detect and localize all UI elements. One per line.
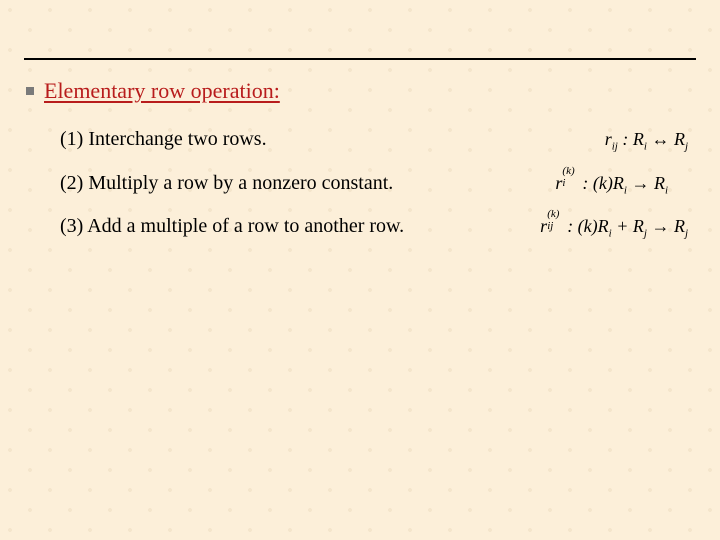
slide-content: Elementary row operation: (1) Interchang… (24, 78, 696, 258)
heading-row: Elementary row operation: (26, 78, 696, 104)
item-list: (1) Interchange two rows. rij : Ri ↔ Rj … (60, 128, 696, 240)
list-item: (3) Add a multiple of a row to another r… (60, 214, 696, 240)
item-text: (3) Add a multiple of a row to another r… (60, 215, 404, 238)
list-item: (1) Interchange two rows. rij : Ri ↔ Rj (60, 128, 696, 153)
item-text: (1) Interchange two rows. (60, 128, 267, 151)
item-formula: r(k)i: (k)Ri → Ri (555, 171, 696, 197)
item-formula: r(k)ij: (k)Ri + Rj → Rj (540, 214, 696, 240)
horizontal-rule (24, 58, 696, 60)
item-text: (2) Multiply a row by a nonzero constant… (60, 172, 393, 195)
item-formula: rij : Ri ↔ Rj (605, 129, 696, 153)
list-item: (2) Multiply a row by a nonzero constant… (60, 171, 696, 197)
square-bullet-icon (26, 87, 34, 95)
heading: Elementary row operation: (44, 78, 280, 104)
